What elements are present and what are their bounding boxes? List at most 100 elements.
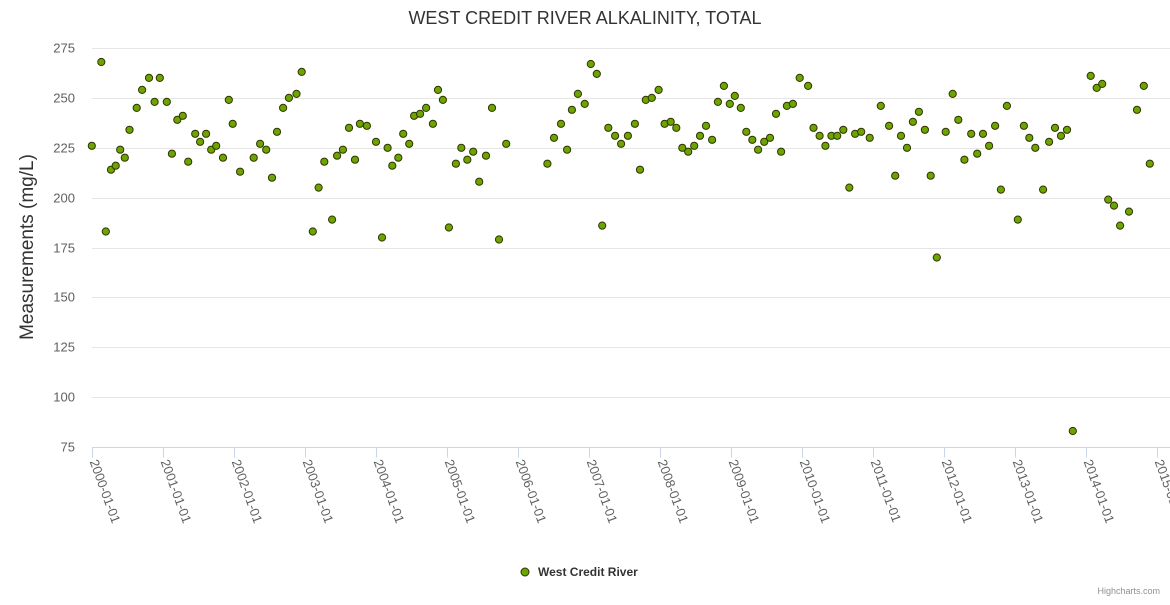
data-point[interactable] — [771, 109, 781, 118]
data-point[interactable] — [941, 127, 950, 136]
data-point[interactable] — [362, 121, 371, 130]
data-point[interactable] — [549, 133, 559, 142]
data-point[interactable] — [954, 115, 963, 124]
data-point[interactable] — [279, 103, 288, 113]
data-point[interactable] — [1104, 195, 1113, 204]
data-point[interactable] — [876, 101, 885, 111]
data-point[interactable] — [960, 155, 969, 164]
data-point[interactable] — [1124, 207, 1134, 216]
data-point[interactable] — [586, 59, 595, 69]
data-point[interactable] — [623, 131, 633, 140]
data-point[interactable] — [991, 121, 1000, 130]
data-point[interactable] — [457, 143, 466, 152]
data-point[interactable] — [948, 89, 957, 99]
data-point[interactable] — [132, 103, 141, 113]
data-point[interactable] — [1019, 121, 1029, 130]
data-point[interactable] — [973, 149, 982, 158]
data-point[interactable] — [228, 119, 237, 128]
data-point[interactable] — [394, 153, 403, 162]
data-point[interactable] — [885, 121, 894, 130]
data-point[interactable] — [297, 67, 306, 77]
data-point[interactable] — [821, 141, 830, 150]
data-point[interactable] — [1098, 79, 1107, 89]
data-point[interactable] — [320, 157, 329, 166]
data-point[interactable] — [902, 143, 912, 152]
data-point[interactable] — [713, 97, 723, 107]
data-point[interactable] — [815, 131, 824, 140]
data-point[interactable] — [736, 103, 745, 113]
data-point[interactable] — [1109, 201, 1119, 210]
data-point[interactable] — [212, 141, 221, 150]
data-point[interactable] — [573, 89, 583, 99]
data-point[interactable] — [481, 151, 491, 160]
data-point[interactable] — [120, 153, 129, 162]
data-point[interactable] — [355, 119, 364, 128]
data-point[interactable] — [87, 141, 96, 150]
data-point[interactable] — [684, 147, 693, 156]
data-point[interactable] — [399, 129, 408, 138]
data-point[interactable] — [690, 141, 699, 150]
data-point[interactable] — [162, 97, 171, 107]
data-point[interactable] — [1050, 123, 1060, 132]
data-point[interactable] — [891, 171, 900, 180]
legend[interactable]: West Credit River — [520, 565, 638, 579]
data-point[interactable] — [502, 139, 511, 148]
data-point[interactable] — [1068, 426, 1077, 436]
data-point[interactable] — [272, 127, 282, 136]
data-point[interactable] — [833, 131, 842, 140]
data-point[interactable] — [967, 129, 976, 138]
data-point[interactable] — [463, 155, 472, 164]
data-point[interactable] — [777, 147, 786, 156]
data-point[interactable] — [1002, 101, 1012, 111]
data-point[interactable] — [809, 123, 818, 132]
data-point[interactable] — [338, 145, 347, 154]
data-point[interactable] — [125, 125, 134, 134]
data-point[interactable] — [598, 221, 607, 230]
data-point[interactable] — [97, 57, 106, 67]
data-point[interactable] — [647, 93, 656, 103]
data-point[interactable] — [1116, 221, 1125, 230]
data-point[interactable] — [494, 235, 504, 244]
data-point[interactable] — [314, 183, 323, 192]
data-point[interactable] — [428, 119, 437, 128]
data-point[interactable] — [101, 227, 110, 236]
data-point[interactable] — [985, 141, 994, 150]
data-point[interactable] — [719, 81, 729, 91]
data-point[interactable] — [267, 173, 277, 182]
data-point[interactable] — [567, 105, 577, 114]
data-point[interactable] — [292, 89, 301, 99]
data-point[interactable] — [845, 183, 854, 192]
data-point[interactable] — [469, 147, 478, 156]
data-point[interactable] — [914, 107, 924, 116]
data-point[interactable] — [678, 143, 687, 152]
data-point[interactable] — [730, 91, 739, 101]
data-point[interactable] — [760, 137, 769, 146]
data-point[interactable] — [996, 185, 1006, 194]
data-point[interactable] — [708, 135, 717, 144]
data-point[interactable] — [1145, 159, 1154, 168]
data-point[interactable] — [556, 119, 566, 128]
data-point[interactable] — [857, 127, 866, 136]
data-point[interactable] — [218, 153, 228, 162]
data-point[interactable] — [1013, 215, 1022, 224]
data-point[interactable] — [635, 165, 645, 174]
data-point[interactable] — [196, 137, 205, 146]
data-point[interactable] — [150, 97, 159, 107]
data-point[interactable] — [328, 215, 337, 224]
data-point[interactable] — [1086, 71, 1095, 81]
data-point[interactable] — [202, 129, 211, 138]
legend-item-west-credit-river[interactable]: West Credit River — [538, 565, 638, 579]
data-point[interactable] — [487, 103, 497, 113]
data-point[interactable] — [563, 145, 572, 154]
data-point[interactable] — [451, 159, 460, 168]
data-point[interactable] — [173, 115, 182, 124]
data-point[interactable] — [604, 123, 613, 132]
data-point[interactable] — [748, 135, 757, 144]
data-point[interactable] — [742, 127, 751, 136]
data-point[interactable] — [765, 133, 775, 142]
data-point[interactable] — [256, 139, 265, 148]
data-point[interactable] — [908, 117, 918, 126]
data-point[interactable] — [592, 69, 601, 79]
data-point[interactable] — [725, 99, 734, 109]
data-point[interactable] — [978, 129, 988, 138]
